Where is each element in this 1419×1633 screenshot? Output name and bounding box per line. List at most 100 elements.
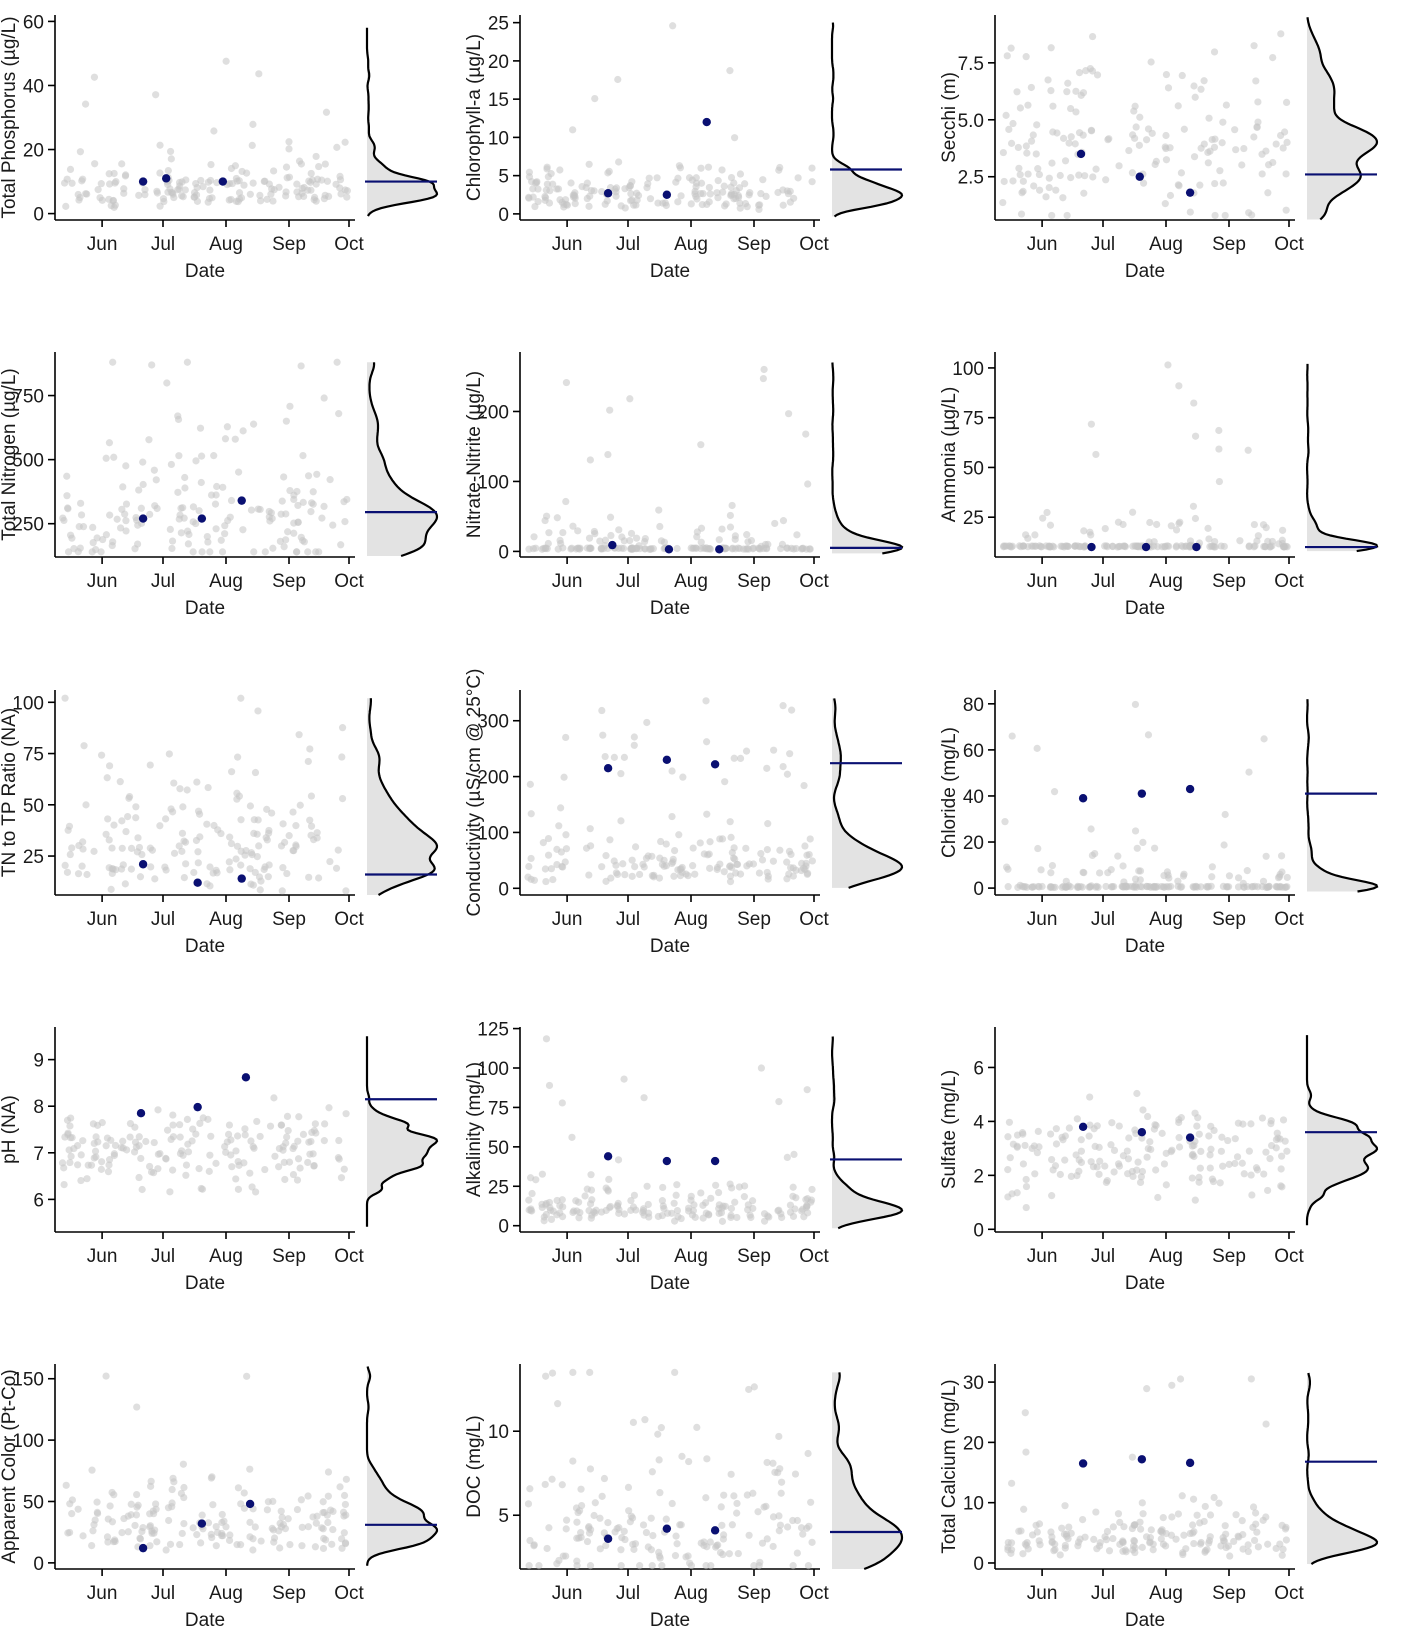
background-point — [1001, 542, 1009, 550]
background-point — [554, 1400, 562, 1408]
background-point — [131, 545, 139, 553]
background-point — [337, 541, 345, 549]
background-point — [1206, 1511, 1215, 1519]
background-point — [525, 862, 533, 871]
background-point — [747, 536, 756, 545]
background-point — [1063, 88, 1071, 96]
background-point — [146, 1162, 154, 1171]
background-point — [338, 794, 347, 803]
background-point — [636, 1562, 644, 1570]
background-point — [725, 1550, 733, 1558]
background-point — [177, 529, 185, 537]
background-point — [271, 1152, 279, 1160]
background-point — [805, 850, 813, 859]
background-point — [270, 1534, 279, 1542]
background-point — [735, 1183, 743, 1191]
background-point — [233, 795, 241, 803]
background-point — [1129, 542, 1137, 550]
background-point — [1134, 1158, 1142, 1166]
background-point — [1030, 182, 1038, 190]
background-point — [304, 548, 312, 556]
background-point — [719, 188, 727, 196]
background-point — [779, 702, 787, 710]
background-point — [275, 1527, 283, 1535]
background-point — [277, 1507, 285, 1515]
background-point — [1175, 1143, 1184, 1151]
background-point — [673, 544, 681, 553]
background-point — [170, 849, 179, 857]
background-point — [1067, 1172, 1075, 1180]
background-point — [88, 548, 96, 556]
background-point — [777, 1478, 786, 1486]
background-point — [107, 1136, 115, 1144]
background-point — [277, 1121, 285, 1129]
background-point — [1022, 1448, 1030, 1456]
background-point — [343, 193, 351, 201]
background-point — [118, 844, 126, 852]
background-point — [116, 778, 124, 786]
background-point — [745, 1385, 753, 1394]
y-tick-label: 80 — [963, 695, 984, 716]
background-point — [727, 190, 736, 198]
background-point — [1060, 1530, 1069, 1538]
background-point — [1062, 877, 1070, 885]
background-point — [312, 1129, 320, 1137]
background-point — [1193, 1122, 1201, 1130]
x-tick-label: Sep — [272, 571, 306, 592]
background-point — [179, 1460, 187, 1468]
background-point — [306, 816, 314, 824]
background-point — [280, 1158, 288, 1167]
background-point — [77, 499, 85, 507]
x-axis-title: Date — [185, 936, 225, 957]
y-axis-title: Secchi (m) — [939, 72, 960, 163]
background-point — [222, 1523, 230, 1531]
background-point — [620, 1075, 628, 1083]
background-point — [1138, 1134, 1146, 1142]
background-point — [675, 831, 683, 839]
background-point — [1080, 869, 1088, 877]
background-point — [178, 1147, 186, 1155]
background-point — [1147, 58, 1155, 66]
background-point — [1138, 1499, 1146, 1507]
background-point — [343, 495, 351, 504]
background-point — [631, 843, 640, 851]
background-point — [569, 1457, 577, 1465]
background-point — [562, 733, 570, 742]
background-point — [246, 802, 254, 810]
background-point — [252, 1188, 260, 1196]
background-point — [770, 746, 778, 754]
background-point — [715, 536, 723, 544]
background-point — [110, 1150, 118, 1158]
background-point — [1067, 104, 1075, 113]
background-point — [169, 1111, 177, 1119]
background-point — [138, 1527, 146, 1536]
background-point — [341, 138, 349, 146]
background-point — [156, 141, 164, 149]
x-axis-title: Date — [650, 1610, 690, 1631]
background-point — [110, 453, 118, 461]
background-point — [1162, 131, 1170, 140]
background-point — [1059, 194, 1067, 202]
background-point — [300, 183, 308, 192]
background-point — [750, 1562, 758, 1570]
background-point — [542, 1372, 550, 1380]
background-point — [731, 1198, 739, 1206]
background-point — [678, 1452, 686, 1460]
background-point — [715, 1201, 723, 1209]
background-points — [60, 57, 351, 211]
background-point — [175, 178, 184, 187]
background-point — [99, 535, 107, 544]
background-point — [278, 1513, 286, 1521]
background-point — [1221, 810, 1229, 819]
background-point — [769, 857, 777, 865]
y-tick-label: 40 — [963, 787, 984, 808]
background-point — [148, 846, 157, 854]
background-point — [656, 1489, 664, 1497]
y-axis-title: Total Phosphorus (µg/L) — [0, 16, 20, 218]
background-point — [1003, 52, 1011, 60]
sample-point — [1137, 1127, 1147, 1137]
background-point — [1046, 521, 1055, 529]
background-point — [1264, 189, 1272, 197]
background-point — [688, 176, 696, 184]
y-tick-label: 50 — [488, 1138, 509, 1159]
